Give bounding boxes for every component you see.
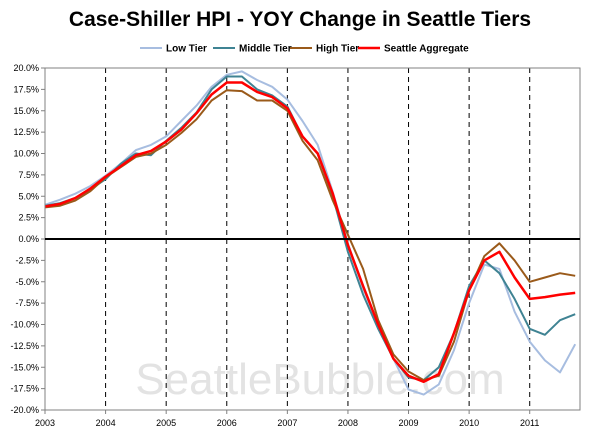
legend-label-seattle-aggregate: Seattle Aggregate [384, 44, 469, 55]
legend-label-high-tier: High Tier [316, 44, 359, 55]
y-tick-label: -17.5% [10, 384, 39, 394]
legend: Low Tier Middle Tier High Tier Seattle Aggr… [140, 44, 469, 55]
series-line-low-tier [44, 70, 577, 396]
series-line-high-tier [44, 89, 576, 382]
x-tick-label: 2003 [35, 418, 55, 428]
x-tick-label: 2010 [459, 418, 479, 428]
y-tick-label: 5.0% [18, 191, 39, 201]
y-tick-label: -15.0% [10, 362, 39, 372]
y-tick-label: -7.5% [15, 298, 39, 308]
y-tick-label: -12.5% [10, 341, 39, 351]
series-lines [44, 70, 577, 396]
x-tick-label: 2007 [277, 418, 297, 428]
legend-label-low-tier: Low Tier [166, 44, 207, 55]
y-tick-label: -20.0% [10, 405, 39, 415]
legend-label-middle-tier: Middle Tier [239, 44, 292, 55]
series-line-middle-tier [44, 75, 576, 382]
y-tick-label: 12.5% [13, 127, 39, 137]
y-tick-label: 7.5% [18, 170, 39, 180]
y-tick-label: -2.5% [15, 255, 39, 265]
x-tick-label: 2006 [217, 418, 237, 428]
y-axis-tick-labels: 20.0% 17.5% 15.0% 12.5% 10.0% 7.5% 5.0% 2.5% 0.0… [10, 63, 45, 415]
y-tick-label: -5.0% [15, 277, 39, 287]
y-tick-label: 0.0% [18, 234, 39, 244]
y-tick-label: 10.0% [13, 149, 39, 159]
x-axis-tick-labels: 2003 2004 2005 2006 2007 2008 2009 2010 2011 [35, 410, 539, 428]
y-tick-label: 15.0% [13, 106, 39, 116]
x-tick-label: 2011 [520, 418, 539, 428]
y-tick-label: 20.0% [13, 63, 39, 73]
y-tick-label: 2.5% [18, 213, 39, 223]
x-tick-label: 2004 [96, 418, 116, 428]
y-tick-label: -10.0% [10, 320, 39, 330]
x-tick-label: 2008 [338, 418, 358, 428]
y-tick-label: 17.5% [13, 84, 39, 94]
chart-title: Case-Shiller HPI - YOY Change in Seattle… [68, 8, 532, 31]
series-line-seattle-aggregate [44, 81, 576, 384]
x-tick-label: 2009 [399, 418, 419, 428]
x-tick-label: 2005 [156, 418, 176, 428]
